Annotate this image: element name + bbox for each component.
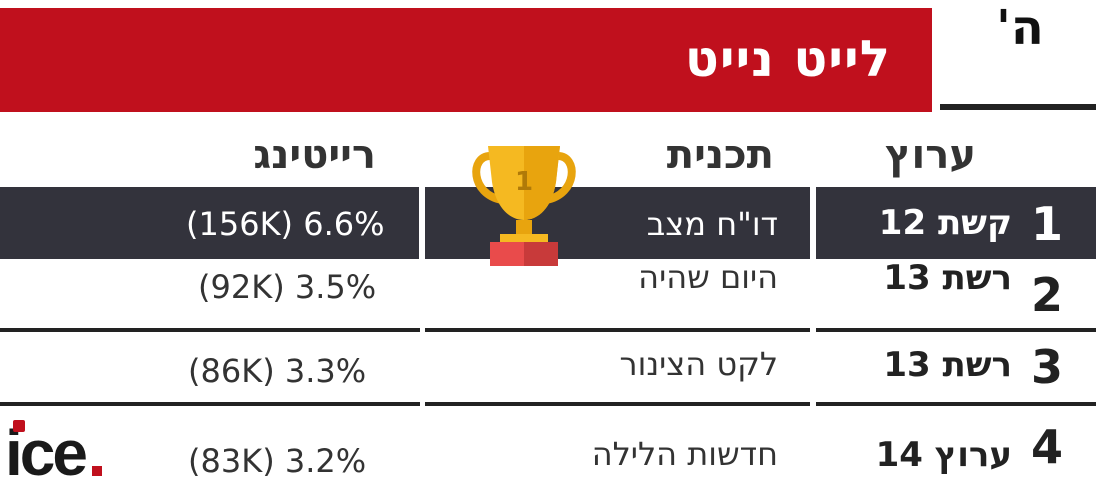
row-2-program: היום שהיה — [638, 258, 778, 296]
banner-title: לייט נייט — [684, 30, 891, 88]
row-1-highlight-rating — [0, 187, 419, 259]
row-divider — [425, 328, 810, 332]
row-2-rating: (92K) 3.5% — [198, 268, 377, 306]
row-2-channel: רשת 13 — [883, 258, 1012, 298]
header-channel: ערוץ — [885, 132, 976, 178]
row-3-channel: רשת 13 — [883, 345, 1012, 385]
ice-logo-dot — [13, 420, 25, 432]
day-underline — [940, 104, 1096, 110]
row-divider — [0, 402, 420, 406]
row-4-rank: 4 — [1030, 420, 1063, 474]
row-2-rank: 2 — [1030, 268, 1063, 322]
row-1-rank: 1 — [1030, 197, 1063, 251]
trophy-icon: 1 — [472, 146, 576, 266]
row-1-channel: קשת 12 — [878, 203, 1012, 243]
row-divider — [425, 402, 810, 406]
row-4-rating: (83K) 3.2% — [188, 442, 367, 480]
row-divider — [816, 328, 1096, 332]
row-divider — [816, 402, 1096, 406]
row-divider — [0, 328, 420, 332]
row-1-highlight-channel — [816, 187, 1096, 259]
row-4-program: חדשות הלילה — [591, 435, 778, 473]
trophy-number: 1 — [515, 167, 533, 197]
header-rating: רייטינג — [253, 132, 376, 178]
row-3-program: לקט הצינור — [619, 345, 778, 383]
title-banner — [0, 8, 932, 112]
ice-logo-period — [92, 466, 102, 476]
row-1-rating: (156K) 6.6% — [186, 205, 385, 243]
row-4-channel: ערוץ 14 — [875, 435, 1012, 475]
row-3-rating: (86K) 3.3% — [188, 352, 367, 390]
day-letter: ה' — [996, 0, 1044, 56]
row-3-rank: 3 — [1030, 340, 1063, 394]
row-1-program: דו"ח מצב — [646, 205, 778, 243]
header-program: תכנית — [666, 132, 774, 178]
